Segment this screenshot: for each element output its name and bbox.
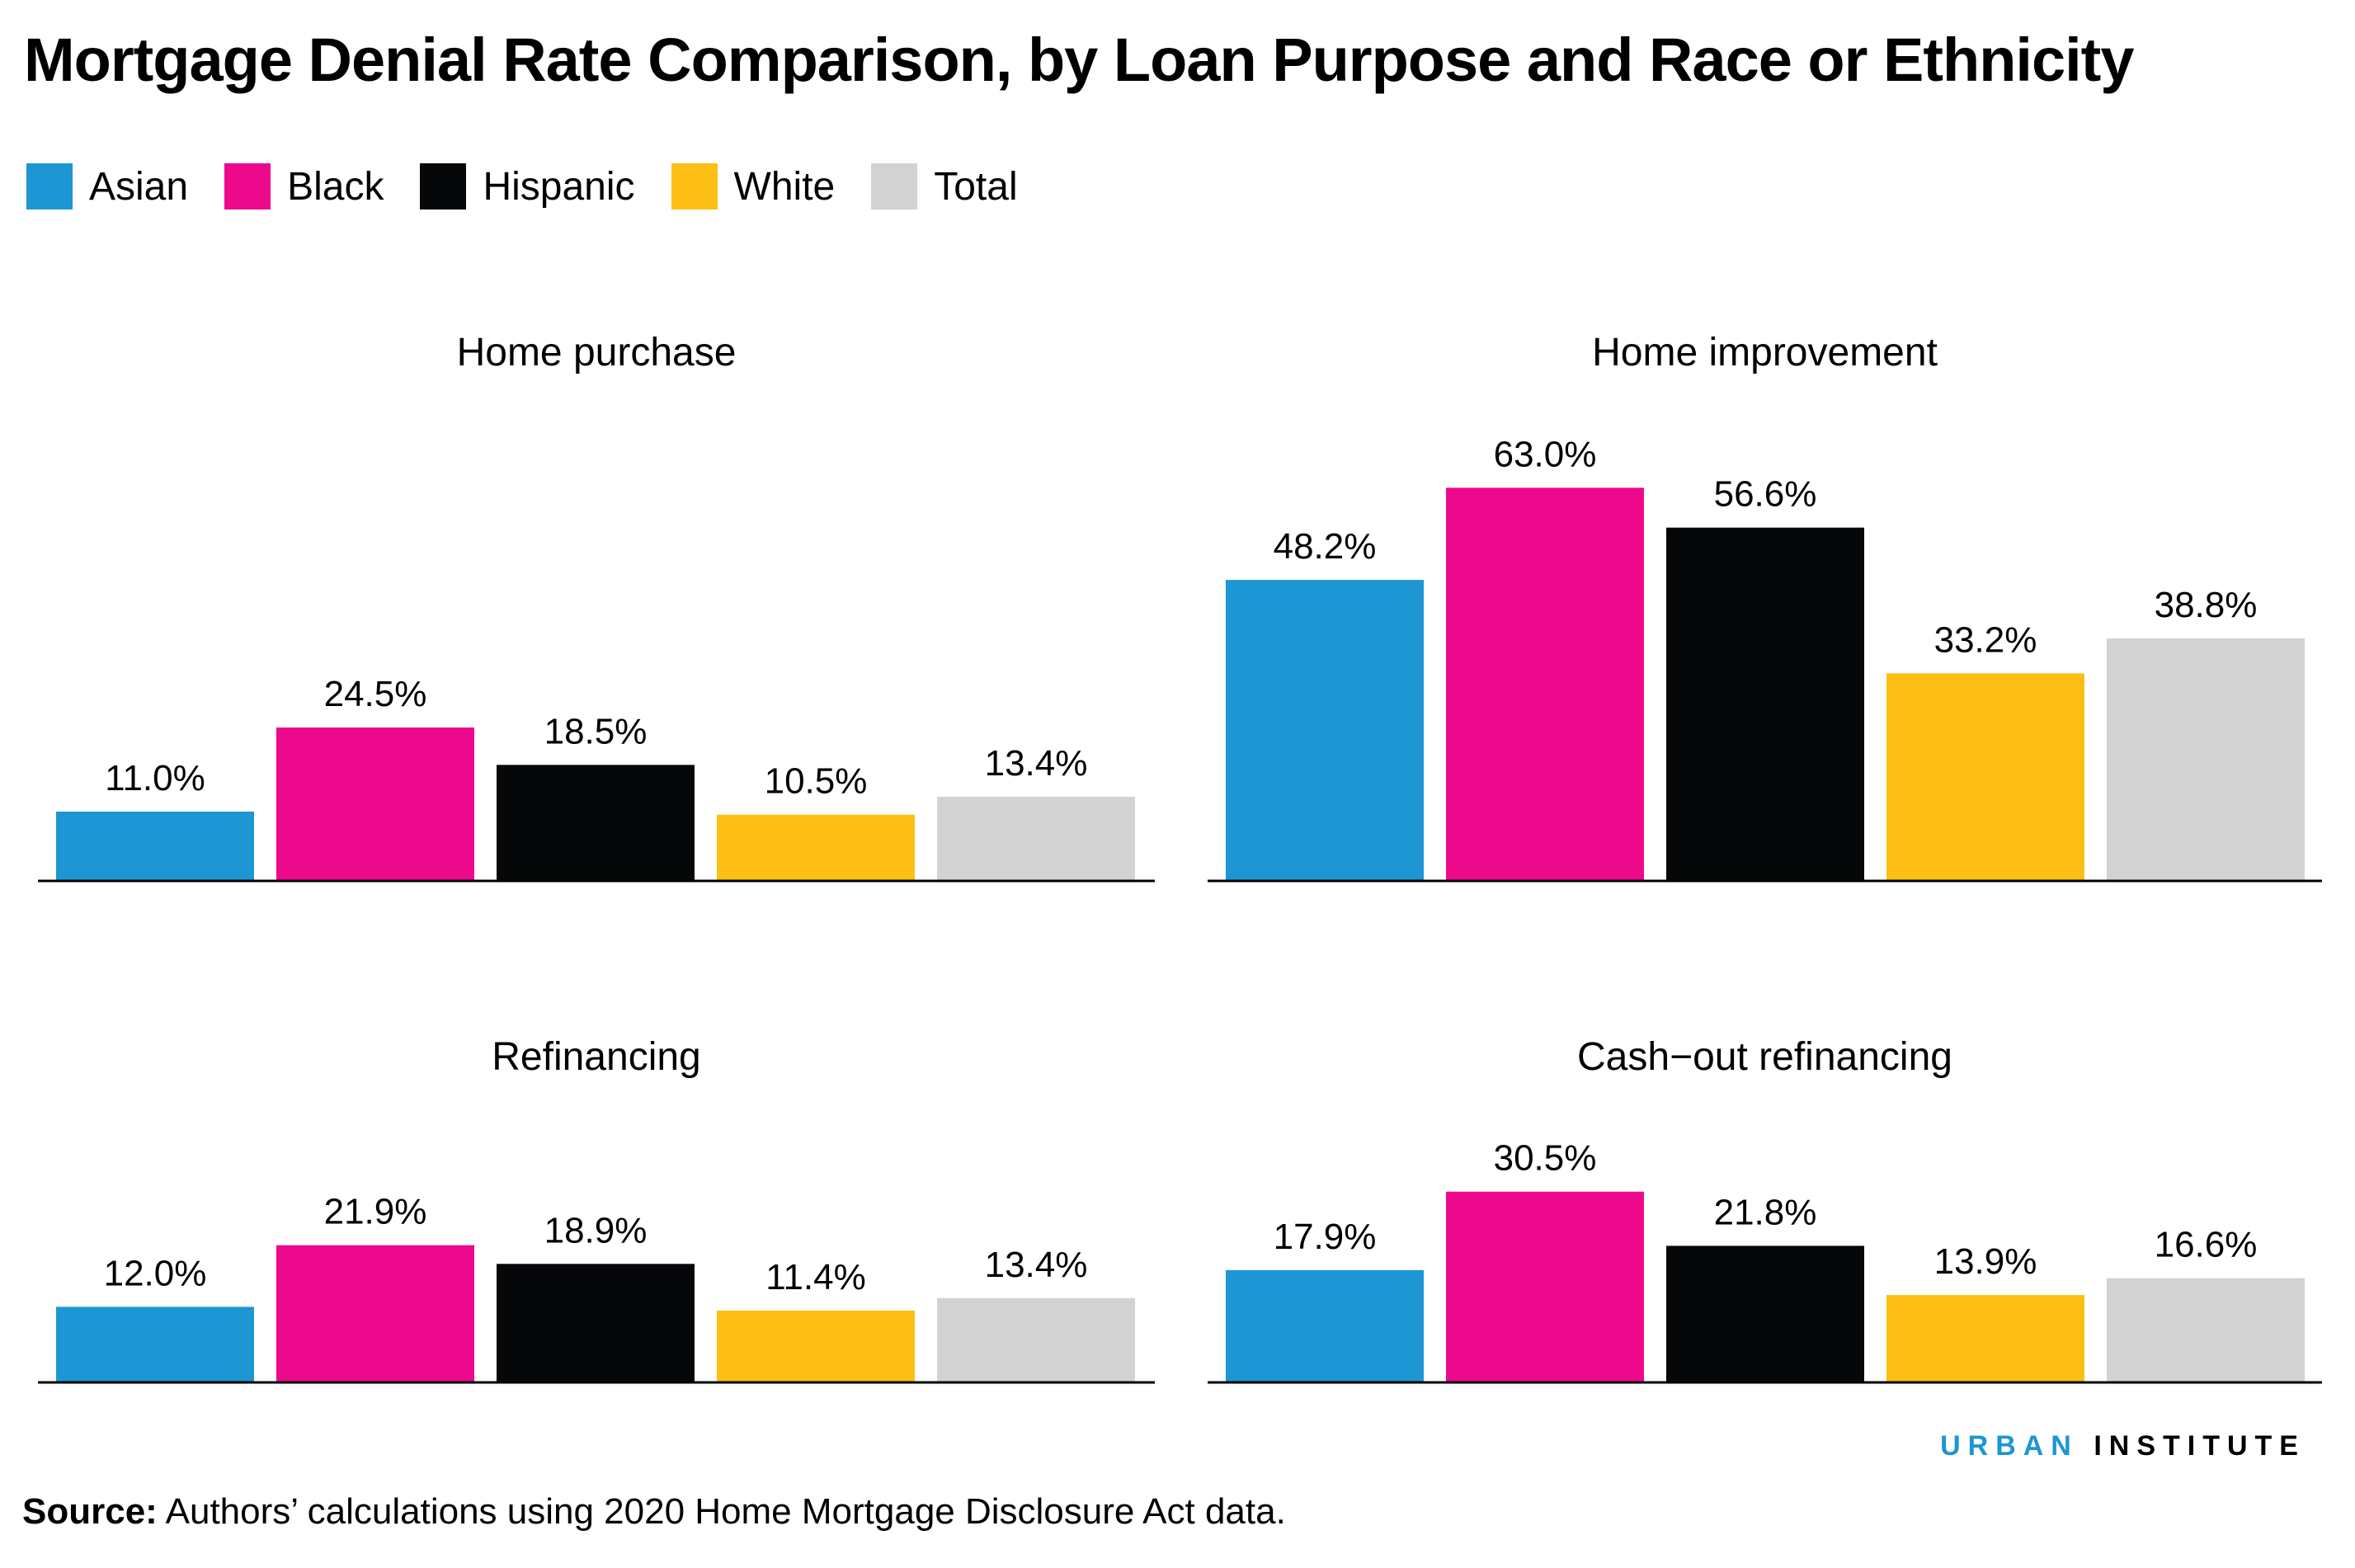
bar-hispanic	[497, 1264, 695, 1382]
data-label: 12.0%	[104, 1253, 207, 1293]
bar-hispanic	[497, 765, 695, 880]
source-note: Source: Authors’ calculations using 2020…	[22, 1491, 1286, 1533]
bar-asian	[1226, 1269, 1424, 1382]
data-label: 30.5%	[1494, 1138, 1597, 1179]
data-label: 21.9%	[324, 1192, 427, 1232]
data-label: 33.2%	[1934, 619, 2037, 660]
chart-title: Mortgage Denial Rate Comparison, by Loan…	[24, 26, 2134, 94]
bar-asian	[56, 1307, 254, 1382]
data-label: 18.9%	[544, 1210, 648, 1250]
bar-white	[717, 1310, 915, 1382]
legend-item-hispanic: Hispanic	[420, 163, 635, 210]
bar-black	[1446, 1191, 1644, 1382]
data-label: 17.9%	[1274, 1217, 1377, 1257]
urban-institute-logo: URBAN INSTITUTE	[1940, 1430, 2306, 1462]
data-label: 13.4%	[985, 743, 1088, 784]
legend-label: Hispanic	[483, 164, 635, 209]
legend-label: White	[733, 164, 836, 209]
data-label: 11.4%	[765, 1257, 866, 1297]
data-label: 18.5%	[544, 711, 648, 751]
bar-black	[276, 727, 474, 880]
bar-hispanic	[1666, 527, 1864, 880]
legend-label: Total	[934, 164, 1018, 209]
legend-item-asian: Asian	[26, 163, 188, 210]
bar-black	[1446, 487, 1644, 880]
bar-white	[1886, 673, 2084, 880]
legend: Asian Black Hispanic White Total	[26, 163, 1054, 210]
data-label: 63.0%	[1494, 434, 1597, 474]
data-label: 24.5%	[324, 674, 427, 714]
panel-title: Cash−out refinancing	[1577, 1035, 1952, 1079]
bar-asian	[1226, 580, 1424, 880]
data-label: 13.9%	[1934, 1241, 2037, 1282]
data-label: 16.6%	[2155, 1225, 2258, 1265]
legend-swatch	[420, 163, 467, 210]
panel-title: Refinancing	[492, 1035, 701, 1079]
legend-item-black: Black	[224, 163, 384, 210]
data-label: 13.4%	[985, 1245, 1088, 1285]
bar-total	[937, 1297, 1135, 1382]
bar-total	[2107, 1278, 2305, 1382]
bar-black	[276, 1245, 474, 1382]
data-label: 48.2%	[1274, 526, 1377, 567]
legend-swatch	[26, 163, 73, 210]
data-label: 11.0%	[105, 758, 205, 798]
data-label: 10.5%	[765, 761, 868, 802]
bar-total	[2107, 638, 2305, 880]
legend-swatch	[671, 163, 718, 210]
data-label: 38.8%	[2155, 585, 2258, 625]
panel-title: Home purchase	[457, 331, 737, 374]
logo-part-institute: INSTITUTE	[2094, 1430, 2306, 1462]
bar-white	[717, 814, 915, 880]
legend-swatch	[871, 163, 918, 210]
source-label: Source:	[22, 1491, 158, 1532]
source-text: Authors’ calculations using 2020 Home Mo…	[157, 1491, 1286, 1532]
legend-swatch	[224, 163, 271, 210]
bar-white	[1886, 1295, 2084, 1382]
legend-label: Asian	[89, 164, 189, 209]
bar-asian	[56, 811, 254, 880]
logo-part-urban: URBAN	[1940, 1430, 2079, 1462]
legend-item-white: White	[671, 163, 836, 210]
bar-hispanic	[1666, 1245, 1864, 1382]
legend-item-total: Total	[871, 163, 1018, 210]
bar-total	[937, 796, 1135, 880]
legend-label: Black	[287, 164, 384, 209]
panel-title: Home improvement	[1592, 331, 1938, 374]
data-label: 56.6%	[1714, 474, 1817, 515]
data-label: 21.8%	[1714, 1192, 1817, 1232]
